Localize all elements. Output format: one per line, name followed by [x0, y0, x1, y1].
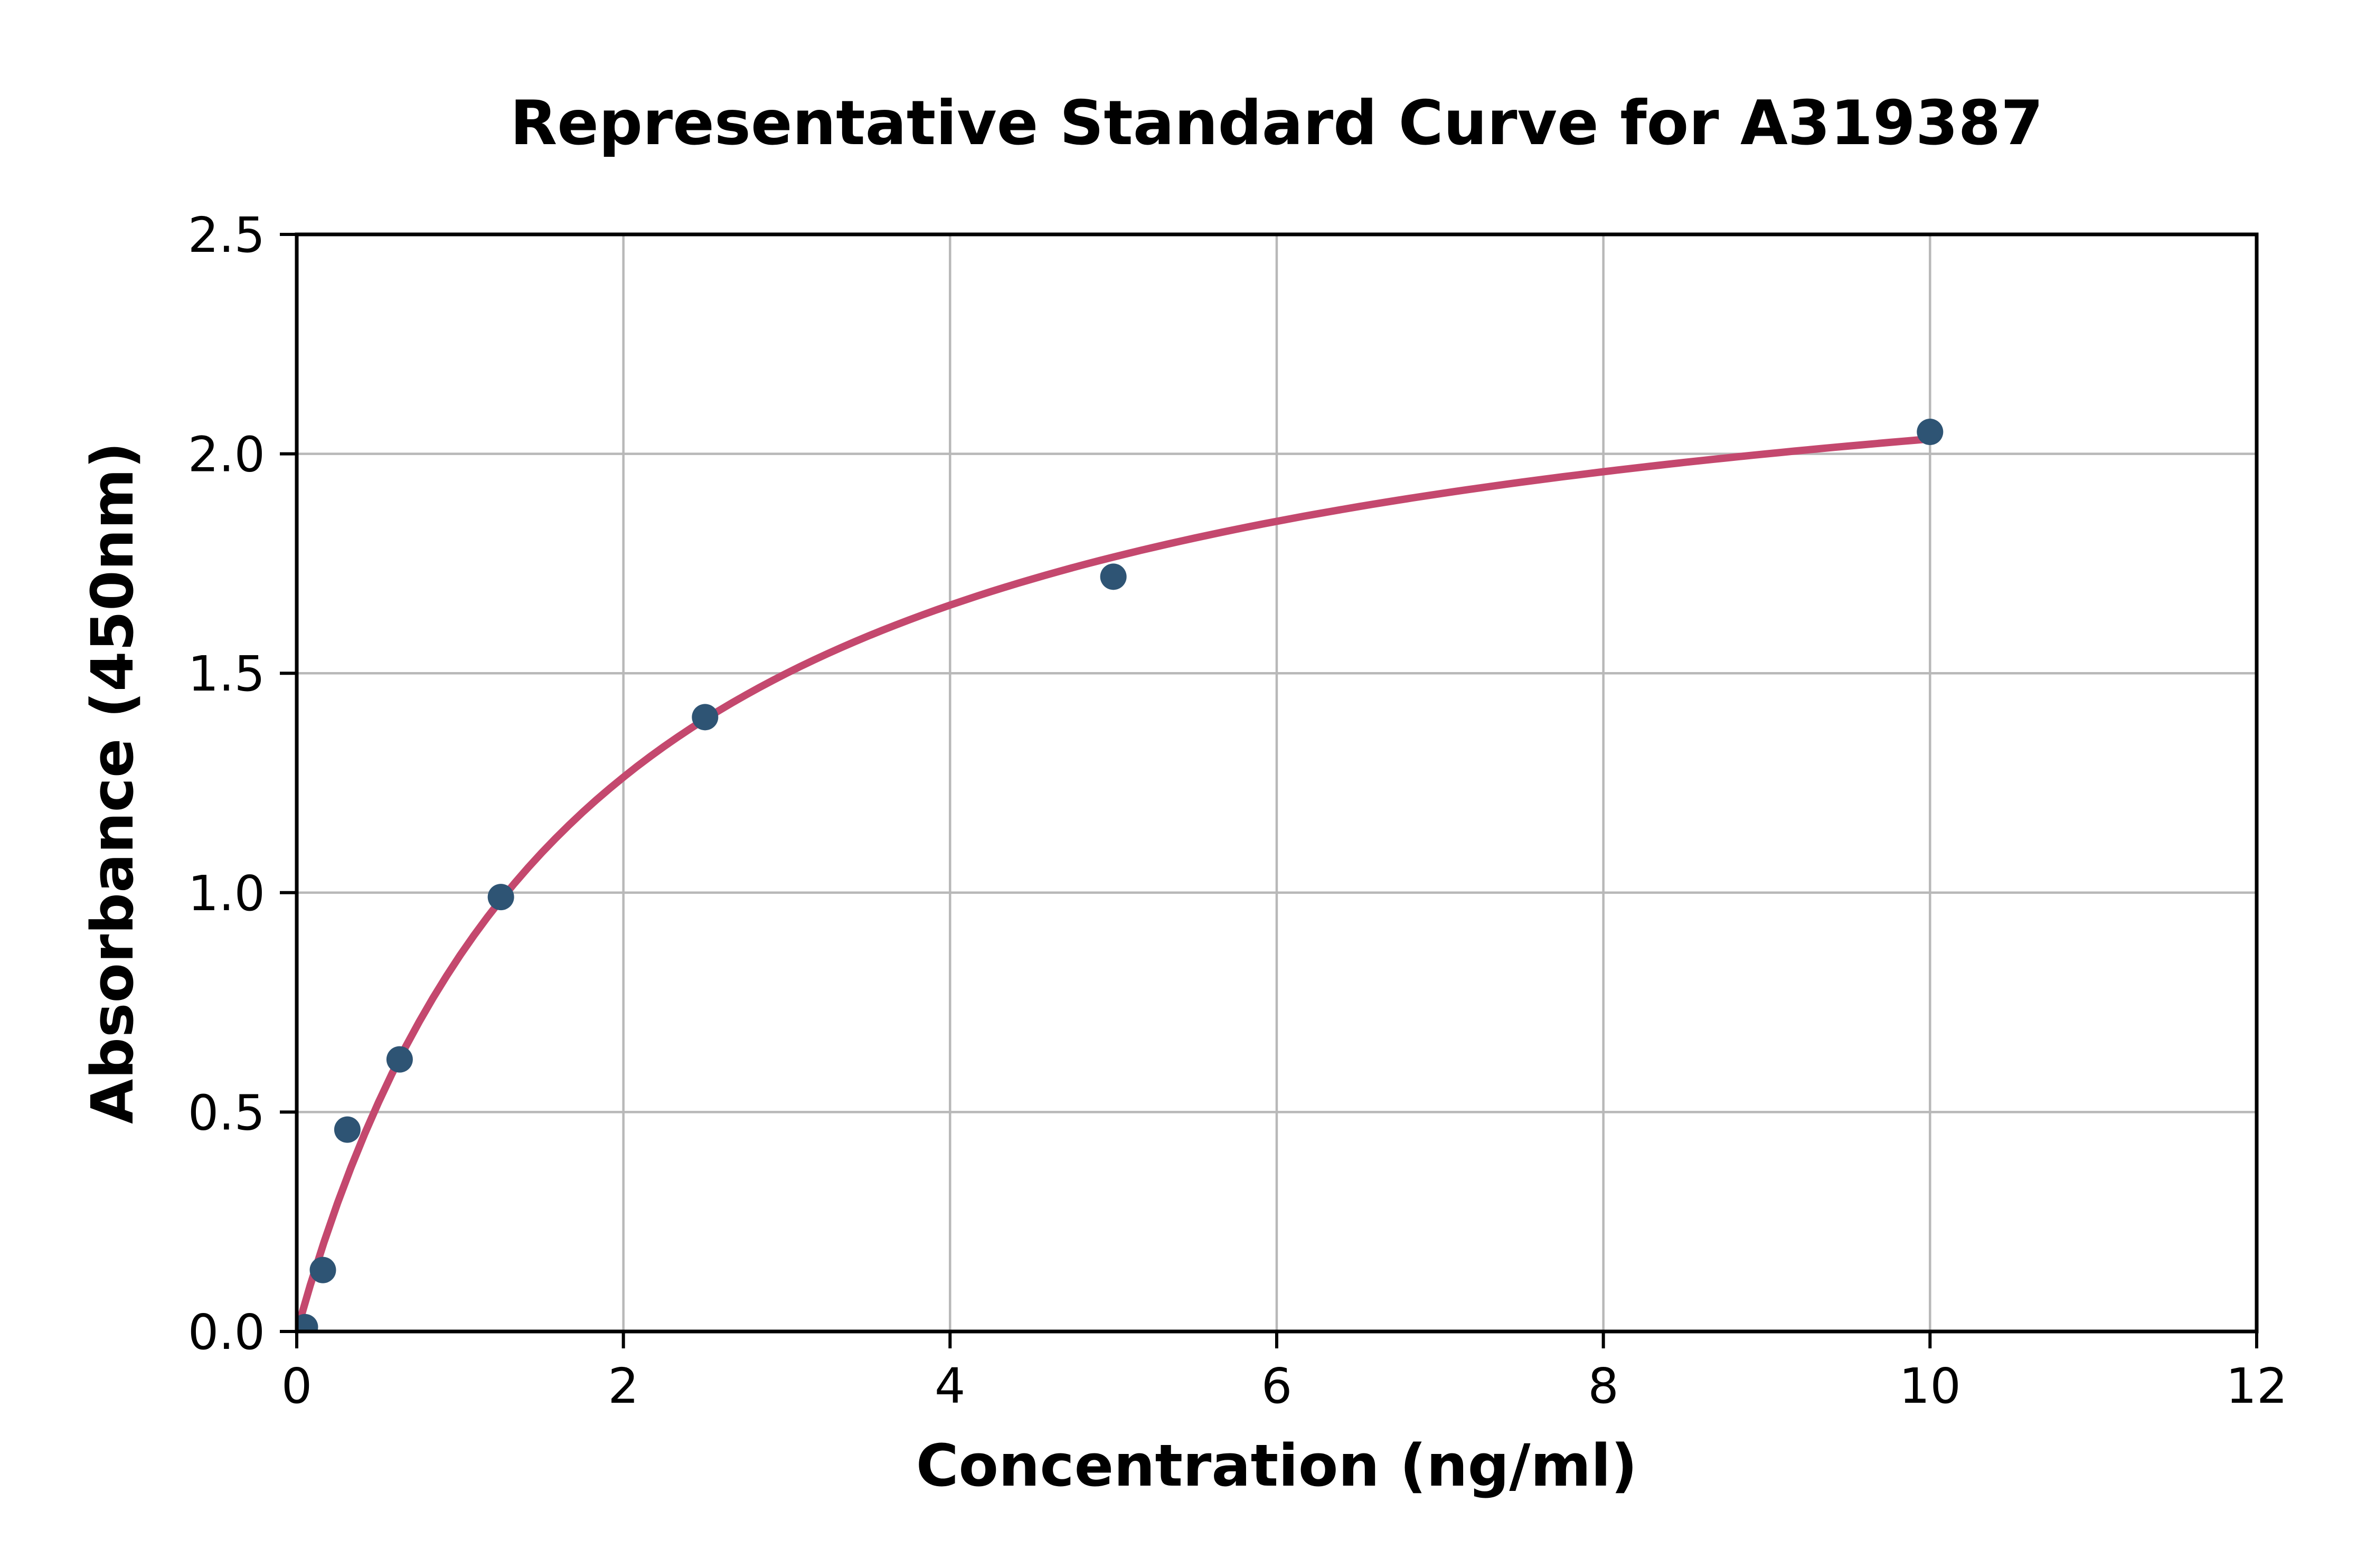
data-point [334, 1116, 361, 1143]
x-tick-label: 8 [1588, 1358, 1619, 1414]
x-tick-label: 4 [935, 1358, 966, 1414]
x-tick-label: 12 [2226, 1358, 2287, 1414]
data-point [386, 1046, 413, 1073]
y-tick-label: 2.5 [188, 207, 265, 263]
fit-curve [297, 435, 1934, 1331]
x-tick-label: 0 [281, 1358, 313, 1414]
chart-title: Representative Standard Curve for A31938… [510, 88, 2044, 159]
data-point [1917, 419, 1944, 446]
y-tick-label: 0.5 [188, 1084, 265, 1141]
data-point [1100, 563, 1127, 590]
x-tick-label: 10 [1899, 1358, 1961, 1414]
y-tick-label: 1.0 [188, 865, 265, 922]
data-point [692, 704, 719, 731]
data-point [487, 884, 514, 911]
x-tick-label: 2 [608, 1358, 639, 1414]
y-tick-label: 1.5 [188, 646, 265, 702]
y-tick-label: 2.0 [188, 427, 265, 483]
data-point [309, 1257, 336, 1283]
y-tick-label: 0.0 [188, 1304, 265, 1361]
x-axis-label: Concentration (ng/ml) [916, 1432, 1638, 1499]
x-tick-label: 6 [1261, 1358, 1293, 1414]
data-point [297, 1314, 318, 1331]
